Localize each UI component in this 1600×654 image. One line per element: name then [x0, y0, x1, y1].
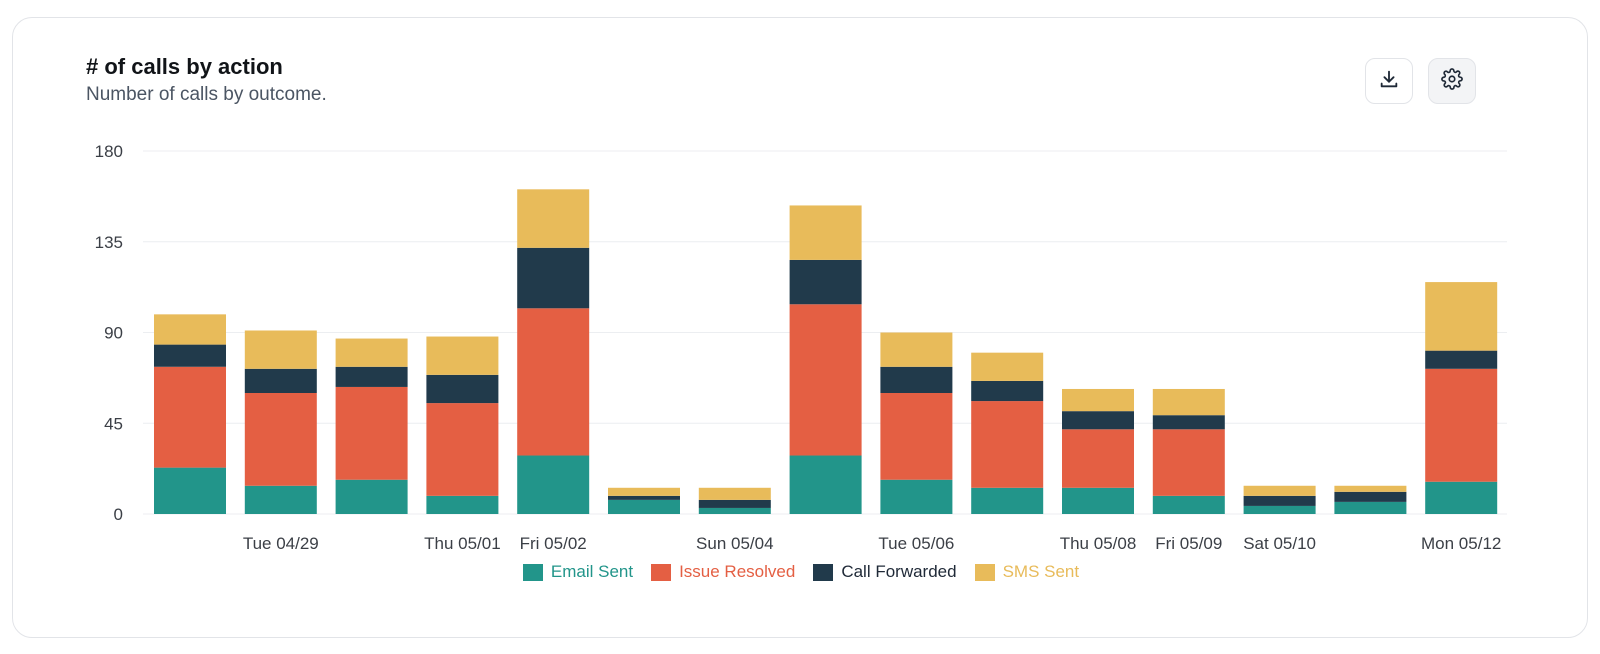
- bar-segment[interactable]: [698, 507, 771, 514]
- chart-legend: Email Sent Issue Resolved Call Forwarded SM…: [13, 562, 1589, 582]
- y-axis-ticks: 0 45 90 135 180: [95, 142, 123, 524]
- bar-segment[interactable]: [1062, 388, 1134, 412]
- bar-segment[interactable]: [1152, 429, 1225, 496]
- bar-segment[interactable]: [426, 495, 499, 514]
- bar-segment[interactable]: [1425, 282, 1498, 351]
- bar-segment[interactable]: [517, 308, 590, 456]
- bar-segment[interactable]: [1152, 495, 1225, 514]
- chart-subtitle: Number of calls by outcome.: [86, 84, 327, 105]
- bar-segment[interactable]: [426, 403, 499, 496]
- gear-icon: [1441, 67, 1463, 95]
- bar-segment[interactable]: [1243, 495, 1316, 506]
- bar-segment[interactable]: [517, 455, 590, 514]
- x-tick-label: Sun 05/04: [696, 534, 774, 553]
- bar-segment[interactable]: [335, 366, 408, 387]
- download-icon: [1378, 68, 1400, 95]
- x-tick-label: Tue 04/29: [243, 534, 319, 553]
- bar-segment[interactable]: [426, 374, 499, 404]
- y-tick-label: 0: [114, 505, 123, 524]
- x-tick-label: Mon 05/12: [1421, 534, 1501, 553]
- bar-segment[interactable]: [971, 487, 1044, 514]
- download-button[interactable]: [1365, 58, 1413, 104]
- bar-segment[interactable]: [244, 485, 317, 514]
- bar-segment[interactable]: [244, 393, 317, 486]
- bar-segment[interactable]: [1243, 485, 1316, 496]
- legend-swatch: [651, 563, 672, 581]
- bar-segment[interactable]: [1062, 487, 1134, 514]
- bar-segment[interactable]: [1062, 429, 1134, 488]
- bar-segment[interactable]: [154, 366, 226, 468]
- bar-segment[interactable]: [698, 487, 771, 500]
- x-tick-label: Fri 05/09: [1155, 534, 1222, 553]
- bar-segment[interactable]: [335, 386, 408, 480]
- y-tick-label: 45: [104, 414, 123, 433]
- legend-swatch: [974, 563, 995, 581]
- bar-segment[interactable]: [789, 259, 862, 305]
- bar-segment[interactable]: [1334, 485, 1407, 492]
- bar-segment[interactable]: [880, 332, 953, 367]
- bar-segment[interactable]: [517, 247, 590, 309]
- chart-card: # of calls by action Number of calls by …: [12, 17, 1588, 638]
- x-tick-label: Thu 05/01: [424, 534, 501, 553]
- bar-segment[interactable]: [789, 304, 862, 456]
- y-tick-label: 90: [104, 324, 123, 343]
- bar-segment[interactable]: [1425, 368, 1498, 482]
- legend-item[interactable]: Call Forwarded: [813, 562, 957, 582]
- bar-segment[interactable]: [154, 344, 226, 367]
- bar-segment[interactable]: [1334, 501, 1407, 514]
- bar-segment[interactable]: [335, 338, 408, 367]
- bar-segment[interactable]: [880, 366, 953, 393]
- bar-segment[interactable]: [426, 336, 499, 375]
- bar-segment[interactable]: [1243, 505, 1316, 514]
- bar-segment[interactable]: [154, 314, 226, 345]
- legend-swatch: [522, 563, 543, 581]
- legend-item[interactable]: Issue Resolved: [651, 562, 795, 582]
- bar-segment[interactable]: [880, 393, 953, 480]
- legend-label: SMS Sent: [1002, 562, 1080, 581]
- bar-segment[interactable]: [1425, 350, 1498, 369]
- x-tick-label: Sat 05/10: [1243, 534, 1316, 553]
- bar-segment[interactable]: [154, 467, 226, 514]
- bar-segment[interactable]: [1334, 491, 1407, 502]
- bar-segment[interactable]: [608, 487, 680, 496]
- bar-segment[interactable]: [971, 380, 1044, 402]
- bars: [154, 189, 1498, 514]
- stacked-bar-chart: 0 45 90 135 180 Tue 04/29 Thu 05/01 Fri 05/02 S…: [95, 142, 1507, 553]
- chart-title: # of calls by action: [86, 54, 283, 79]
- bar-segment[interactable]: [244, 368, 317, 393]
- legend-label: Call Forwarded: [841, 562, 957, 581]
- x-tick-label: Fri 05/02: [520, 534, 587, 553]
- bar-segment[interactable]: [698, 499, 771, 508]
- bar-segment[interactable]: [1152, 388, 1225, 416]
- bar-segment[interactable]: [789, 455, 862, 514]
- bar-segment[interactable]: [1062, 411, 1134, 430]
- bar-segment[interactable]: [608, 499, 680, 514]
- bar-segment[interactable]: [971, 352, 1044, 381]
- bar-segment[interactable]: [608, 495, 680, 500]
- bar-segment[interactable]: [517, 189, 590, 248]
- x-tick-label: Tue 05/06: [878, 534, 954, 553]
- legend-label: Issue Resolved: [679, 562, 796, 581]
- bar-segment[interactable]: [335, 479, 408, 514]
- y-tick-label: 180: [95, 142, 123, 161]
- legend-item[interactable]: SMS Sent: [974, 562, 1080, 582]
- legend-label: Email Sent: [550, 562, 634, 581]
- legend-item[interactable]: Email Sent: [522, 562, 634, 582]
- bar-segment[interactable]: [789, 205, 862, 260]
- legend-swatch: [813, 563, 834, 581]
- bar-segment[interactable]: [971, 401, 1044, 488]
- bar-segment[interactable]: [880, 479, 953, 514]
- bar-segment[interactable]: [244, 330, 317, 369]
- x-tick-label: Thu 05/08: [1060, 534, 1137, 553]
- settings-button[interactable]: [1428, 58, 1476, 104]
- bar-segment[interactable]: [1425, 481, 1498, 514]
- x-axis-ticks: Tue 04/29 Thu 05/01 Fri 05/02 Sun 05/04 Tue …: [243, 534, 1502, 553]
- bar-segment[interactable]: [1152, 415, 1225, 430]
- y-tick-label: 135: [95, 233, 123, 252]
